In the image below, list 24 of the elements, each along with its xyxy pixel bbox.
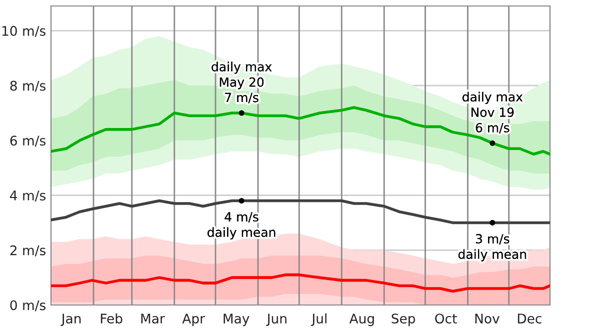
x-tick-label: Dec: [518, 314, 542, 324]
x-tick-label: Oct: [435, 314, 457, 324]
line-series: [51, 106, 550, 156]
y-tick-label: 8 m/s: [10, 80, 46, 92]
x-tick-label: Mar: [141, 314, 165, 324]
y-tick-label: 2 m/s: [10, 245, 46, 256]
y-tick-label: 4 m/s: [10, 190, 46, 202]
y-tick-label: 0 m/s: [10, 300, 46, 312]
line-series: [51, 273, 550, 293]
x-tick-label: Aug: [349, 314, 374, 326]
x-tick-label: Jan: [60, 314, 81, 326]
annotation: daily max May 20 7 m/s: [212, 62, 272, 104]
x-tick-label: Jul: [311, 313, 326, 326]
annotation: daily max Nov 19 6 m/s: [462, 92, 523, 134]
annotation: 3 m/s daily mean: [458, 234, 526, 262]
y-tick-label: 10 m/s: [2, 26, 46, 37]
x-tick-label: May: [224, 314, 250, 326]
x-tick-label: Nov: [475, 314, 500, 324]
x-tick-label: Sep: [392, 314, 416, 326]
x-tick-label: Apr: [182, 314, 205, 326]
y-tick-label: 6 m/s: [10, 136, 46, 147]
annotation: 4 m/s daily mean: [208, 212, 276, 240]
x-tick-label: Jun: [266, 314, 286, 326]
x-tick-label: Feb: [100, 313, 122, 324]
